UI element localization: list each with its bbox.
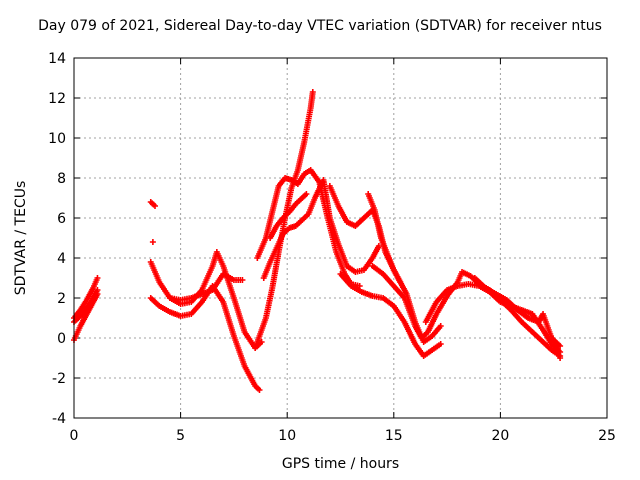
y-tick-label: 6 [57, 211, 66, 227]
x-tick-label: 10 [278, 428, 296, 444]
data-point [94, 287, 101, 293]
plot-frame [73, 57, 608, 419]
y-tick-label: 12 [48, 91, 66, 107]
series-track-10 [254, 167, 363, 289]
series-track-12 [267, 191, 310, 241]
series-track-11 [260, 177, 382, 281]
x-axis-label: GPS time / hours [281, 456, 400, 472]
data-point [557, 355, 564, 361]
series-track-4 [147, 199, 159, 209]
series-track-19 [548, 335, 564, 349]
x-tick-label: 0 [70, 428, 79, 444]
series-track-5 [149, 239, 156, 245]
y-tick-label: 0 [57, 331, 66, 347]
chart-title: Day 079 of 2021, Sidereal Day-to-day VTE… [38, 18, 602, 34]
data-point [557, 343, 564, 349]
series-track-15 [337, 271, 444, 359]
data-marks [71, 89, 564, 393]
data-point [437, 323, 444, 329]
data-point [256, 387, 263, 393]
data-point [94, 275, 101, 281]
grid-lines [74, 58, 607, 418]
y-tick-label: 14 [48, 51, 66, 67]
data-point [152, 203, 159, 209]
series-track-1 [71, 275, 101, 321]
y-tick-label: -4 [52, 411, 66, 427]
series-track-8 [166, 271, 246, 303]
series-track-9 [252, 89, 316, 351]
data-point [437, 341, 444, 347]
y-axis-label: SDTVAR / TECUs [13, 180, 29, 296]
data-point [309, 89, 316, 95]
x-tick-label: 25 [598, 428, 616, 444]
axis-ticks: 0 5 10 15 20 25 -4 -2 0 2 4 6 8 10 12 14 [48, 51, 616, 444]
y-tick-label: 10 [48, 131, 66, 147]
x-tick-label: 20 [491, 428, 509, 444]
data-point [149, 239, 156, 245]
data-point [239, 277, 246, 283]
y-tick-label: 8 [57, 171, 66, 187]
y-tick-label: 4 [57, 251, 66, 267]
series-track-7 [147, 283, 263, 393]
x-tick-label: 5 [176, 428, 185, 444]
x-tick-label: 15 [385, 428, 403, 444]
y-tick-label: -2 [52, 371, 66, 387]
data-point [303, 191, 310, 197]
series-track-6 [147, 249, 265, 351]
y-tick-label: 2 [57, 291, 66, 307]
